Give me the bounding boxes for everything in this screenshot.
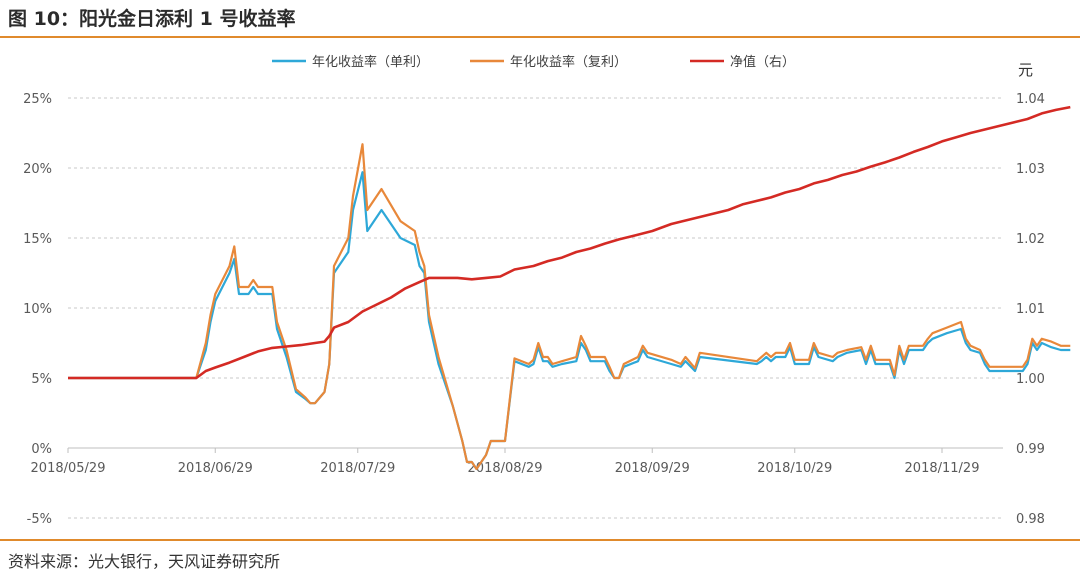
- y-left-tick-label: 5%: [31, 372, 52, 387]
- y-left-tick-label: 10%: [23, 302, 52, 317]
- bottom-rule: [0, 539, 1080, 541]
- x-tick-label: 2018/08/29: [468, 461, 543, 476]
- y-right-tick-label: 1.03: [1016, 162, 1045, 177]
- series-line-2: [68, 143, 1071, 471]
- y-right-tick-label: 1.04: [1016, 92, 1045, 107]
- x-axis: 2018/05/29 2018/06/29 2018/07/29 2018/08/29…: [31, 448, 980, 476]
- series-line-3: [68, 105, 1071, 380]
- legend-label-3: 净值（右）: [730, 54, 795, 70]
- x-tick-label: 2018/10/29: [757, 461, 832, 476]
- yield-chart: 年化收益率（单利） 年化收益率（复利） 净值（右） -5% 0% 5% 10% 15% 20%…: [23, 54, 1071, 527]
- y-right-tick-label: 0.98: [1016, 512, 1045, 527]
- y-left-tick-label: 15%: [23, 232, 52, 247]
- y-left-tick-label: 0%: [31, 442, 52, 457]
- y-right-tick-label: 1.01: [1016, 302, 1045, 317]
- left-axis: -5% 0% 5% 10% 15% 20% 25%: [23, 92, 52, 527]
- x-tick-label: 2018/07/29: [320, 461, 395, 476]
- y-right-tick-label: 1.00: [1016, 372, 1045, 387]
- y-right-tick-label: 0.99: [1016, 442, 1045, 457]
- y-right-unit-label: 元: [1018, 61, 1033, 79]
- y-left-tick-label: -5%: [27, 512, 52, 527]
- top-rule: [0, 36, 1080, 38]
- legend: 年化收益率（单利） 年化收益率（复利） 净值（右）: [272, 54, 795, 70]
- y-right-tick-label: 1.02: [1016, 232, 1045, 247]
- source-note: 资料来源：光大银行，天风证券研究所: [8, 552, 281, 571]
- legend-label-2: 年化收益率（复利）: [510, 54, 627, 70]
- right-axis: 0.98 0.99 1.00 1.01 1.02 1.03 1.04 元: [1016, 61, 1045, 527]
- x-tick-label: 2018/05/29: [31, 461, 106, 476]
- x-tick-label: 2018/09/29: [615, 461, 690, 476]
- gridlines: [68, 97, 1003, 519]
- series-lines: [68, 105, 1071, 471]
- x-tick-label: 2018/06/29: [178, 461, 253, 476]
- figure-title: 图 10：阳光金日添利 1 号收益率: [8, 8, 296, 30]
- x-tick-label: 2018/11/29: [905, 461, 980, 476]
- legend-label-1: 年化收益率（单利）: [312, 54, 429, 70]
- series-line-1: [68, 171, 1071, 471]
- y-left-tick-label: 20%: [23, 162, 52, 177]
- y-left-tick-label: 25%: [23, 92, 52, 107]
